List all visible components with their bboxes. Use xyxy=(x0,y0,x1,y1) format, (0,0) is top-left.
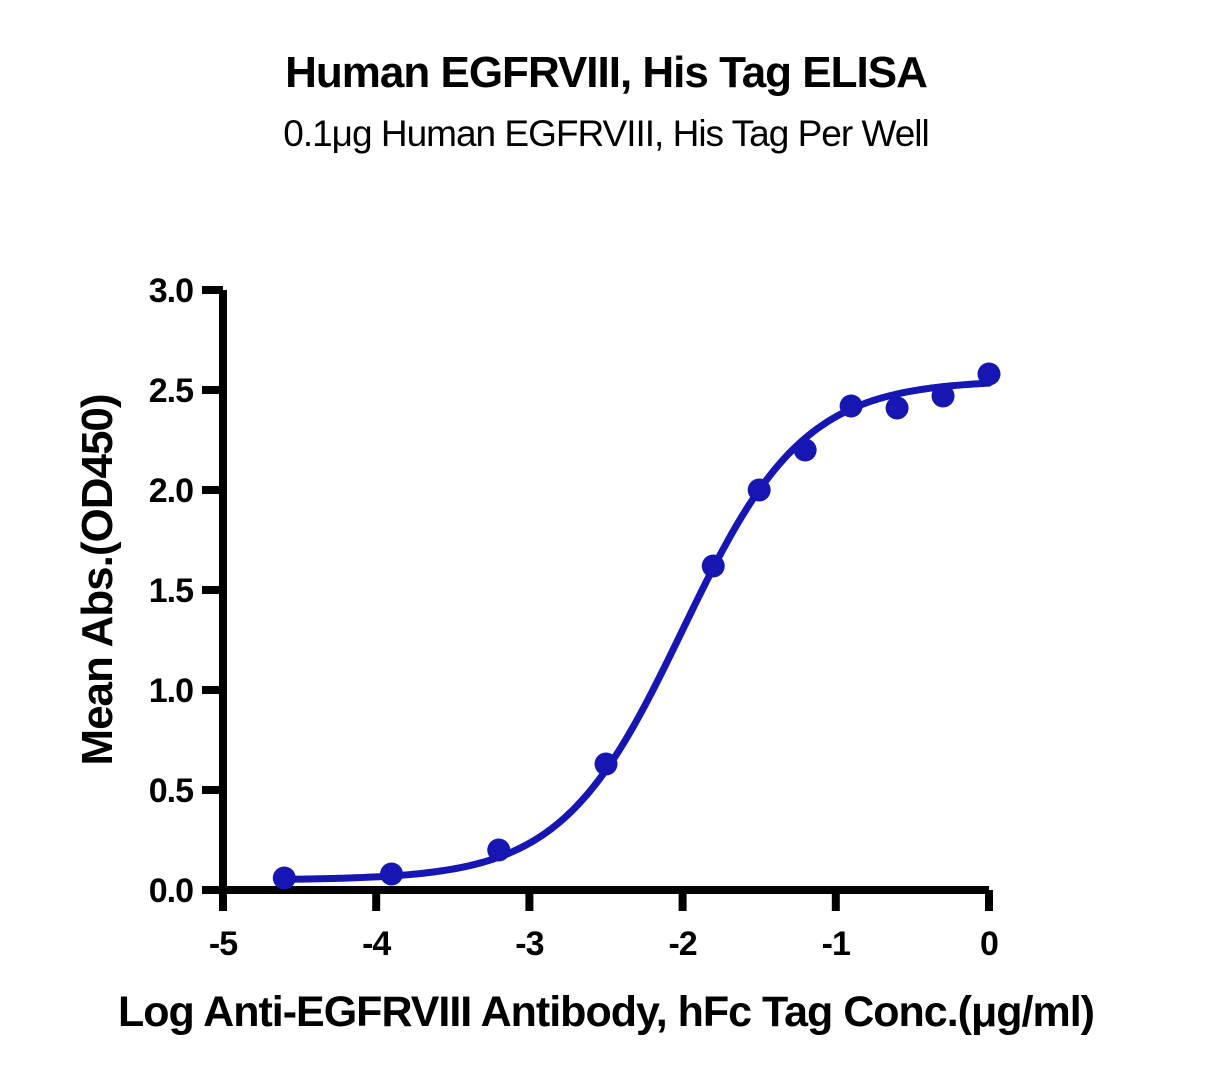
data-point xyxy=(931,384,955,408)
fit-curve xyxy=(280,379,993,883)
data-point xyxy=(839,394,863,418)
x-tick-label: -2 xyxy=(668,925,696,963)
x-tick-label: 0 xyxy=(980,925,998,963)
chart-title: Human EGFRVIII, His Tag ELISA xyxy=(285,48,928,97)
y-axis-label: Mean Abs.(OD450) xyxy=(73,394,122,766)
data-point xyxy=(977,362,1001,386)
y-tick-label: 1.5 xyxy=(149,572,193,610)
x-tick-label: -3 xyxy=(515,925,543,963)
data-point xyxy=(272,866,296,890)
data-point xyxy=(487,838,511,862)
data-point xyxy=(747,478,771,502)
x-tick-label: -4 xyxy=(362,925,391,963)
x-tick-label: -1 xyxy=(822,925,850,963)
chart-subtitle: 0.1μg Human EGFRVIII, His Tag Per Well xyxy=(283,113,929,154)
data-point xyxy=(701,554,725,578)
x-tick-label: -5 xyxy=(209,925,237,963)
data-point xyxy=(594,752,618,776)
x-axis-label: Log Anti-EGFRVIII Antibody, hFc Tag Conc… xyxy=(118,988,1095,1036)
y-tick-label: 1.0 xyxy=(149,672,193,710)
data-point xyxy=(885,396,909,420)
y-tick-label: 2.0 xyxy=(149,472,193,510)
axes-spine xyxy=(219,290,989,894)
y-tick-label: 3.0 xyxy=(149,272,193,310)
y-tick-label: 0.5 xyxy=(149,772,193,810)
y-tick-label: 2.5 xyxy=(149,372,193,410)
data-point xyxy=(793,438,817,462)
data-point xyxy=(380,862,404,886)
y-tick-label: 0.0 xyxy=(149,872,193,910)
